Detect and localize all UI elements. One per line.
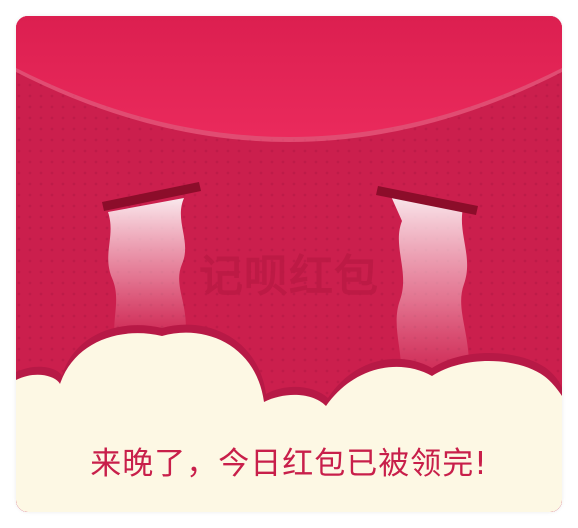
red-envelope-card: 记呗红包 来晚了，今日红包已被领完!: [16, 16, 562, 512]
right-tear: [390, 194, 470, 388]
right-eyebrow: [376, 186, 478, 215]
cloud-bank: [16, 332, 562, 512]
status-message: 来晚了，今日红包已被领完!: [90, 446, 488, 482]
envelope-illustration: [16, 16, 562, 512]
envelope-flap: [16, 16, 562, 137]
left-eyebrow: [102, 182, 201, 211]
left-tear: [108, 198, 186, 346]
watermark-text: 记呗红包: [199, 251, 379, 302]
